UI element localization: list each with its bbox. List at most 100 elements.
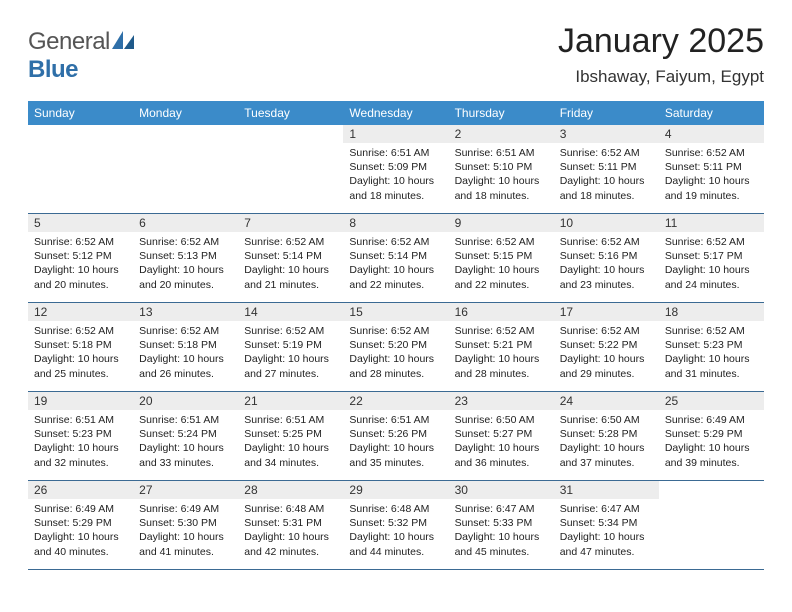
- sunset-text: Sunset: 5:33 PM: [455, 516, 548, 530]
- calendar-day-cell: 5Sunrise: 6:52 AMSunset: 5:12 PMDaylight…: [28, 214, 133, 302]
- sunset-text: Sunset: 5:14 PM: [349, 249, 442, 263]
- day-details: Sunrise: 6:47 AMSunset: 5:33 PMDaylight:…: [449, 499, 554, 565]
- day-number: 22: [343, 392, 448, 410]
- day-number: 31: [554, 481, 659, 499]
- calendar-day-cell: 3Sunrise: 6:52 AMSunset: 5:11 PMDaylight…: [554, 125, 659, 213]
- sunset-text: Sunset: 5:25 PM: [244, 427, 337, 441]
- day-details: Sunrise: 6:52 AMSunset: 5:12 PMDaylight:…: [28, 232, 133, 298]
- sunrise-text: Sunrise: 6:49 AM: [665, 413, 758, 427]
- weekday-header-row: Sunday Monday Tuesday Wednesday Thursday…: [28, 101, 764, 125]
- day-details: Sunrise: 6:52 AMSunset: 5:18 PMDaylight:…: [28, 321, 133, 387]
- sunset-text: Sunset: 5:28 PM: [560, 427, 653, 441]
- daylight-text: Daylight: 10 hours and 25 minutes.: [34, 352, 127, 380]
- daylight-text: Daylight: 10 hours and 29 minutes.: [560, 352, 653, 380]
- sunrise-text: Sunrise: 6:48 AM: [244, 502, 337, 516]
- day-number: 25: [659, 392, 764, 410]
- day-number: 23: [449, 392, 554, 410]
- daylight-text: Daylight: 10 hours and 31 minutes.: [665, 352, 758, 380]
- sunrise-text: Sunrise: 6:52 AM: [34, 235, 127, 249]
- daylight-text: Daylight: 10 hours and 36 minutes.: [455, 441, 548, 469]
- day-number: [238, 125, 343, 129]
- calendar-day-cell: 25Sunrise: 6:49 AMSunset: 5:29 PMDayligh…: [659, 392, 764, 480]
- weekday-header: Monday: [133, 101, 238, 125]
- day-details: Sunrise: 6:47 AMSunset: 5:34 PMDaylight:…: [554, 499, 659, 565]
- daylight-text: Daylight: 10 hours and 32 minutes.: [34, 441, 127, 469]
- logo-sail-icon: [112, 28, 134, 56]
- sunset-text: Sunset: 5:09 PM: [349, 160, 442, 174]
- day-number: 6: [133, 214, 238, 232]
- daylight-text: Daylight: 10 hours and 22 minutes.: [349, 263, 442, 291]
- calendar-day-cell: 10Sunrise: 6:52 AMSunset: 5:16 PMDayligh…: [554, 214, 659, 302]
- day-details: Sunrise: 6:49 AMSunset: 5:29 PMDaylight:…: [659, 410, 764, 476]
- title-block: January 2025 Ibshaway, Faiyum, Egypt: [558, 22, 764, 87]
- sunrise-text: Sunrise: 6:52 AM: [455, 324, 548, 338]
- calendar-day-cell: 16Sunrise: 6:52 AMSunset: 5:21 PMDayligh…: [449, 303, 554, 391]
- sunset-text: Sunset: 5:30 PM: [139, 516, 232, 530]
- day-details: Sunrise: 6:52 AMSunset: 5:15 PMDaylight:…: [449, 232, 554, 298]
- daylight-text: Daylight: 10 hours and 45 minutes.: [455, 530, 548, 558]
- calendar-day-cell: 15Sunrise: 6:52 AMSunset: 5:20 PMDayligh…: [343, 303, 448, 391]
- weekday-header: Tuesday: [238, 101, 343, 125]
- calendar-day-cell: 23Sunrise: 6:50 AMSunset: 5:27 PMDayligh…: [449, 392, 554, 480]
- day-number: [659, 481, 764, 485]
- sunrise-text: Sunrise: 6:50 AM: [560, 413, 653, 427]
- calendar-day-cell: [238, 125, 343, 213]
- calendar-day-cell: 14Sunrise: 6:52 AMSunset: 5:19 PMDayligh…: [238, 303, 343, 391]
- sunset-text: Sunset: 5:24 PM: [139, 427, 232, 441]
- daylight-text: Daylight: 10 hours and 37 minutes.: [560, 441, 653, 469]
- day-number: 13: [133, 303, 238, 321]
- sunrise-text: Sunrise: 6:51 AM: [34, 413, 127, 427]
- sunset-text: Sunset: 5:21 PM: [455, 338, 548, 352]
- daylight-text: Daylight: 10 hours and 47 minutes.: [560, 530, 653, 558]
- day-details: Sunrise: 6:51 AMSunset: 5:26 PMDaylight:…: [343, 410, 448, 476]
- day-details: Sunrise: 6:51 AMSunset: 5:09 PMDaylight:…: [343, 143, 448, 209]
- logo: GeneralBlue: [28, 28, 134, 84]
- sunset-text: Sunset: 5:34 PM: [560, 516, 653, 530]
- daylight-text: Daylight: 10 hours and 19 minutes.: [665, 174, 758, 202]
- day-number: [133, 125, 238, 129]
- logo-word-b: Blue: [28, 56, 78, 83]
- day-details: Sunrise: 6:51 AMSunset: 5:24 PMDaylight:…: [133, 410, 238, 476]
- calendar-day-cell: 6Sunrise: 6:52 AMSunset: 5:13 PMDaylight…: [133, 214, 238, 302]
- sunset-text: Sunset: 5:12 PM: [34, 249, 127, 263]
- sunset-text: Sunset: 5:29 PM: [665, 427, 758, 441]
- day-number: 18: [659, 303, 764, 321]
- sunrise-text: Sunrise: 6:52 AM: [349, 324, 442, 338]
- calendar-day-cell: 26Sunrise: 6:49 AMSunset: 5:29 PMDayligh…: [28, 481, 133, 569]
- sunrise-text: Sunrise: 6:52 AM: [139, 324, 232, 338]
- daylight-text: Daylight: 10 hours and 20 minutes.: [34, 263, 127, 291]
- day-details: Sunrise: 6:52 AMSunset: 5:21 PMDaylight:…: [449, 321, 554, 387]
- calendar-day-cell: 22Sunrise: 6:51 AMSunset: 5:26 PMDayligh…: [343, 392, 448, 480]
- weekday-header: Friday: [554, 101, 659, 125]
- day-details: Sunrise: 6:51 AMSunset: 5:25 PMDaylight:…: [238, 410, 343, 476]
- sunrise-text: Sunrise: 6:52 AM: [560, 235, 653, 249]
- sunrise-text: Sunrise: 6:48 AM: [349, 502, 442, 516]
- sunrise-text: Sunrise: 6:52 AM: [34, 324, 127, 338]
- calendar-week-row: 5Sunrise: 6:52 AMSunset: 5:12 PMDaylight…: [28, 214, 764, 303]
- calendar-day-cell: 7Sunrise: 6:52 AMSunset: 5:14 PMDaylight…: [238, 214, 343, 302]
- sunrise-text: Sunrise: 6:47 AM: [455, 502, 548, 516]
- day-number: 24: [554, 392, 659, 410]
- sunrise-text: Sunrise: 6:52 AM: [244, 235, 337, 249]
- daylight-text: Daylight: 10 hours and 28 minutes.: [455, 352, 548, 380]
- sunset-text: Sunset: 5:17 PM: [665, 249, 758, 263]
- day-number: 28: [238, 481, 343, 499]
- daylight-text: Daylight: 10 hours and 42 minutes.: [244, 530, 337, 558]
- day-number: 27: [133, 481, 238, 499]
- calendar-day-cell: 20Sunrise: 6:51 AMSunset: 5:24 PMDayligh…: [133, 392, 238, 480]
- sunrise-text: Sunrise: 6:52 AM: [665, 324, 758, 338]
- day-details: Sunrise: 6:52 AMSunset: 5:19 PMDaylight:…: [238, 321, 343, 387]
- sunset-text: Sunset: 5:26 PM: [349, 427, 442, 441]
- calendar-day-cell: 11Sunrise: 6:52 AMSunset: 5:17 PMDayligh…: [659, 214, 764, 302]
- day-details: Sunrise: 6:48 AMSunset: 5:32 PMDaylight:…: [343, 499, 448, 565]
- sunrise-text: Sunrise: 6:52 AM: [349, 235, 442, 249]
- weekday-header: Thursday: [449, 101, 554, 125]
- sunrise-text: Sunrise: 6:52 AM: [455, 235, 548, 249]
- day-number: 2: [449, 125, 554, 143]
- day-details: Sunrise: 6:49 AMSunset: 5:29 PMDaylight:…: [28, 499, 133, 565]
- sunset-text: Sunset: 5:14 PM: [244, 249, 337, 263]
- day-number: 10: [554, 214, 659, 232]
- calendar-day-cell: [28, 125, 133, 213]
- sunrise-text: Sunrise: 6:47 AM: [560, 502, 653, 516]
- day-number: 21: [238, 392, 343, 410]
